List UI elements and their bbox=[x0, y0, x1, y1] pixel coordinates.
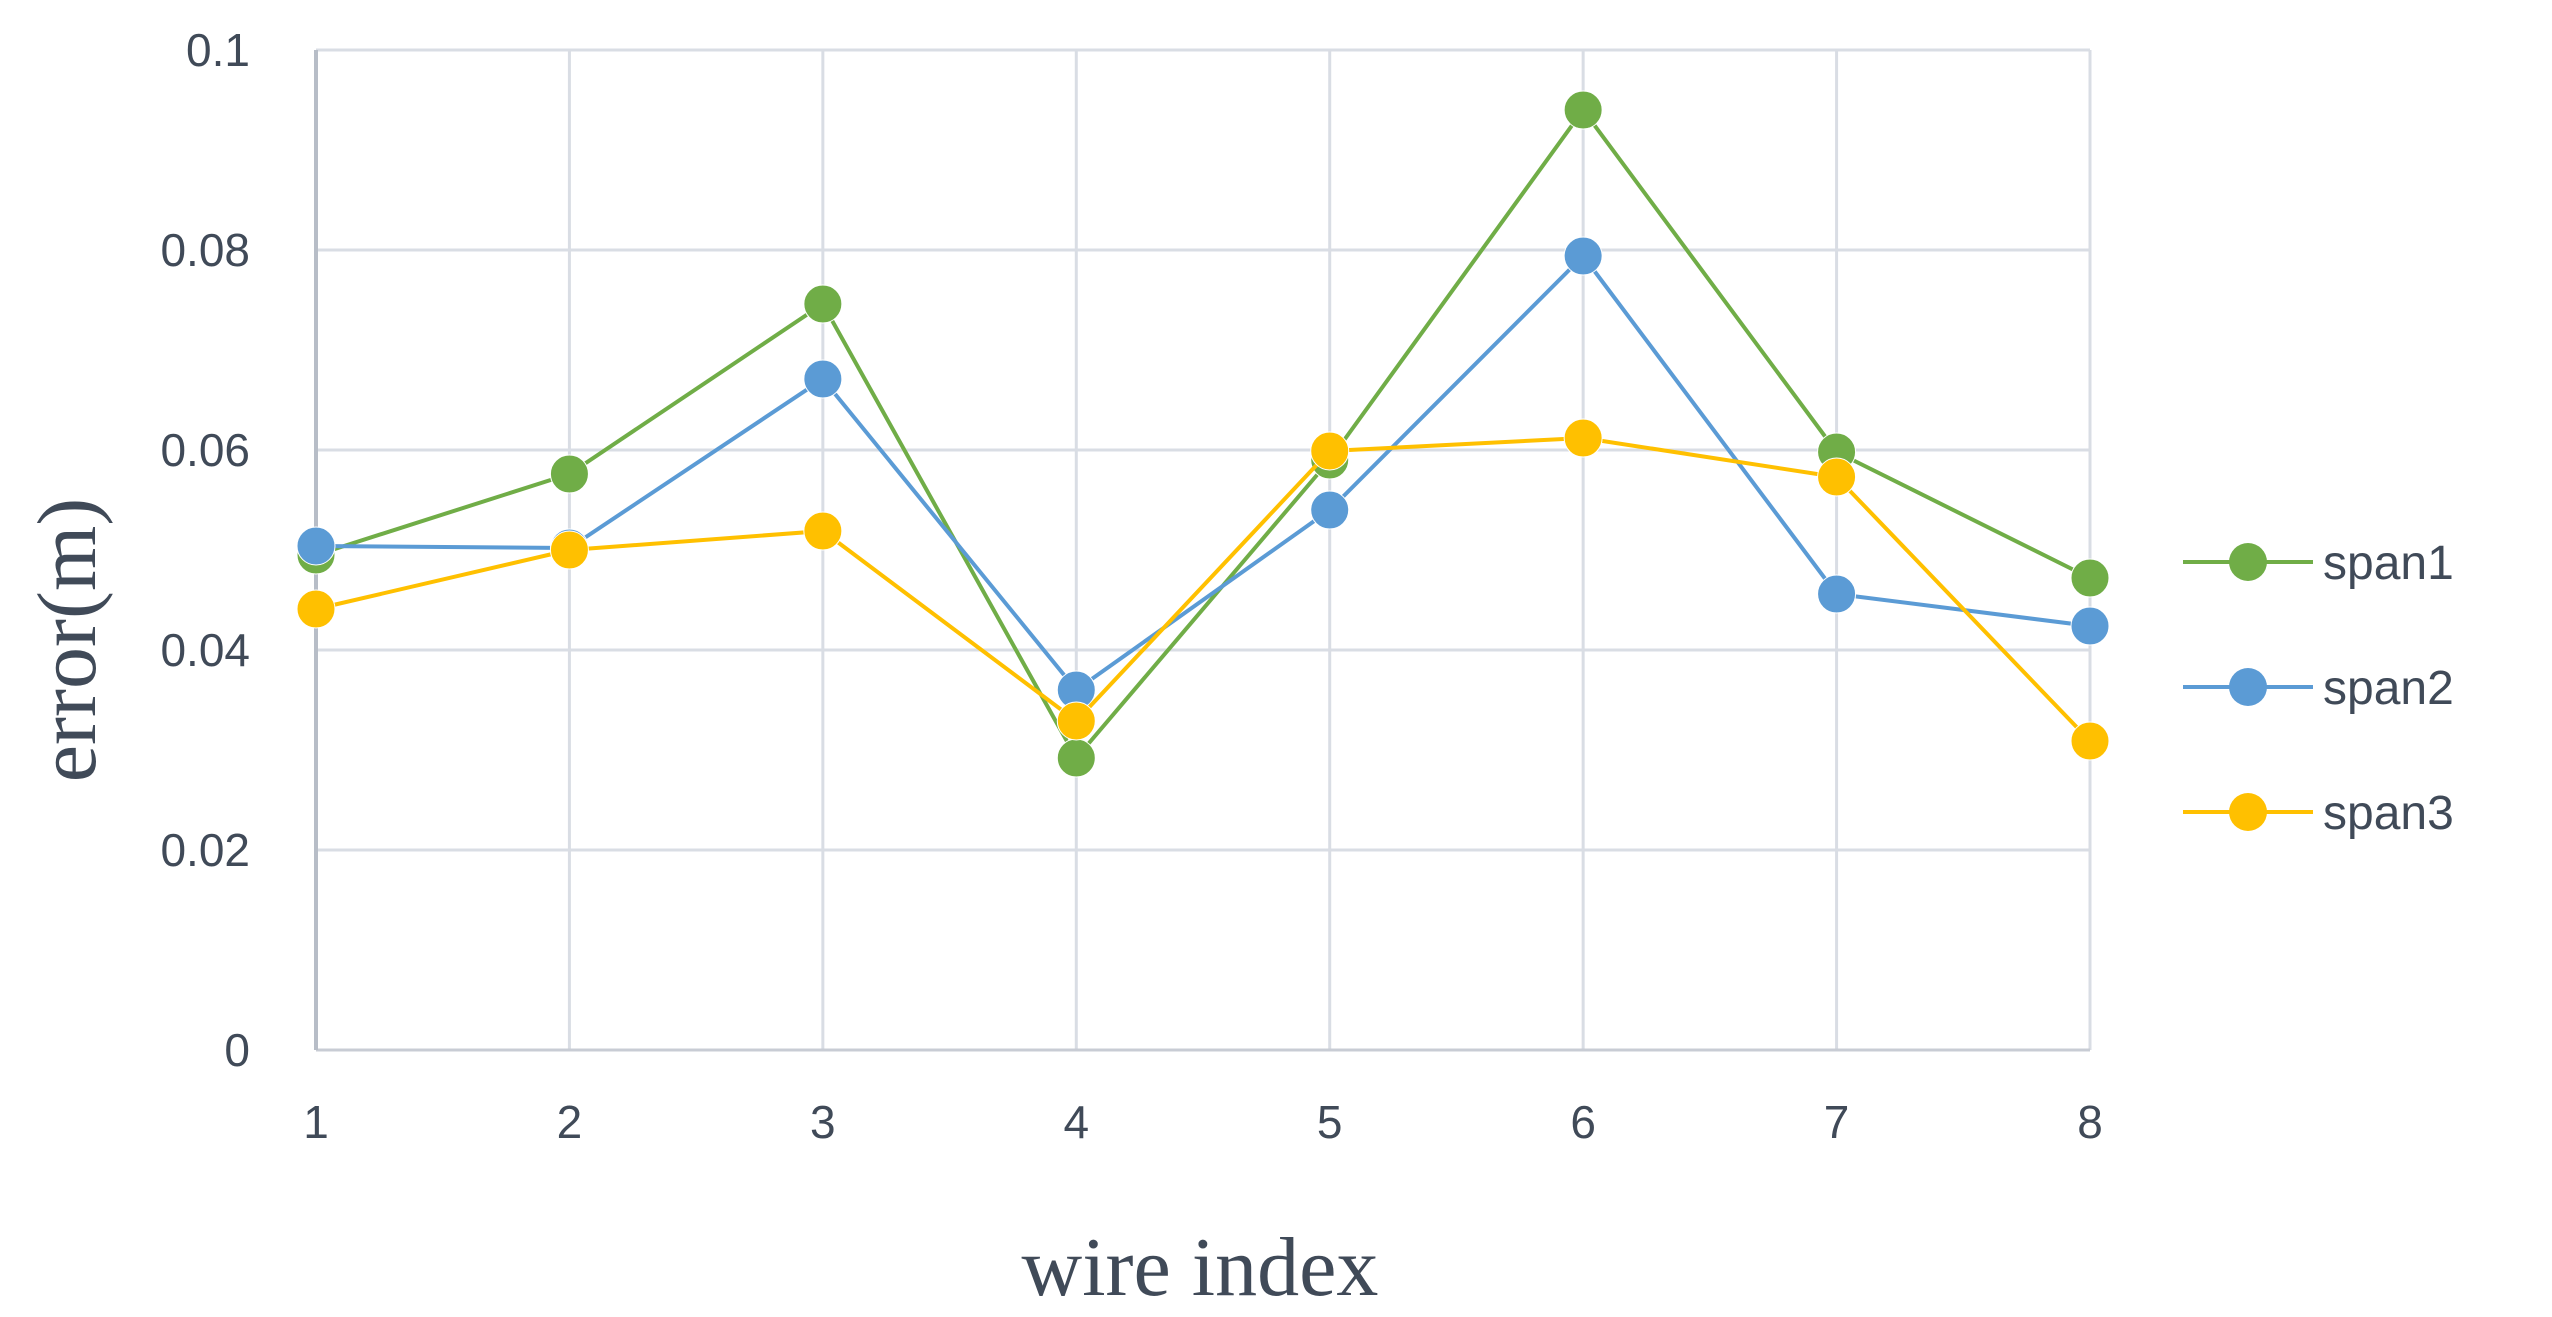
data-point bbox=[549, 530, 589, 570]
data-point bbox=[296, 589, 336, 629]
legend-label: span1 bbox=[2323, 537, 2454, 590]
x-tick-label: 2 bbox=[557, 1096, 583, 1148]
legend-swatch-marker bbox=[2229, 668, 2267, 706]
data-point bbox=[549, 454, 589, 494]
legend-label: span3 bbox=[2323, 787, 2454, 840]
y-tick-label: 0.08 bbox=[160, 224, 250, 276]
series-span3 bbox=[296, 418, 2110, 761]
data-point bbox=[1056, 701, 1096, 741]
x-axis-title: wire index bbox=[1022, 1221, 1379, 1314]
legend-item-span1: span1 bbox=[2183, 537, 2454, 590]
series-line bbox=[315, 436, 2092, 743]
legend-item-span3: span3 bbox=[2183, 787, 2454, 840]
data-point bbox=[803, 511, 843, 551]
series-layer bbox=[296, 90, 2110, 778]
y-tick-label: 0.02 bbox=[160, 824, 250, 876]
data-point bbox=[1563, 418, 1603, 458]
y-tick-label: 0.04 bbox=[160, 624, 250, 676]
data-point bbox=[1056, 738, 1096, 778]
y-axis-title: error(m) bbox=[21, 498, 114, 782]
data-point bbox=[1310, 431, 1350, 471]
legend-label: span2 bbox=[2323, 662, 2454, 715]
data-point bbox=[803, 284, 843, 324]
series-line bbox=[315, 254, 2091, 692]
data-point bbox=[1817, 457, 1857, 497]
data-point bbox=[2070, 606, 2110, 646]
x-tick-label: 6 bbox=[1570, 1096, 1596, 1148]
x-tick-labels: 1 2 3 4 5 6 7 8 bbox=[303, 1096, 2103, 1148]
data-point bbox=[2070, 721, 2110, 761]
data-point bbox=[1563, 90, 1603, 130]
x-tick-label: 4 bbox=[1063, 1096, 1089, 1148]
series-line bbox=[315, 108, 2091, 760]
legend-swatch-marker bbox=[2229, 793, 2267, 831]
x-tick-label: 7 bbox=[1824, 1096, 1850, 1148]
legend-swatch-marker bbox=[2229, 543, 2267, 581]
x-tick-label: 1 bbox=[303, 1096, 329, 1148]
data-point bbox=[803, 359, 843, 399]
data-point bbox=[296, 526, 336, 566]
y-tick-label: 0.1 bbox=[186, 24, 250, 76]
y-tick-label: 0.06 bbox=[160, 424, 250, 476]
y-tick-labels: 0 0.02 0.04 0.06 0.08 0.1 bbox=[160, 24, 250, 1076]
x-tick-label: 5 bbox=[1317, 1096, 1343, 1148]
legend: span1 span2 span3 bbox=[2183, 537, 2454, 840]
legend-item-span2: span2 bbox=[2183, 662, 2454, 715]
y-tick-label: 0 bbox=[224, 1024, 250, 1076]
data-point bbox=[1310, 490, 1350, 530]
x-tick-label: 8 bbox=[2077, 1096, 2103, 1148]
x-tick-label: 3 bbox=[810, 1096, 836, 1148]
data-point bbox=[2070, 558, 2110, 598]
data-point bbox=[1563, 236, 1603, 276]
data-point bbox=[1817, 574, 1857, 614]
